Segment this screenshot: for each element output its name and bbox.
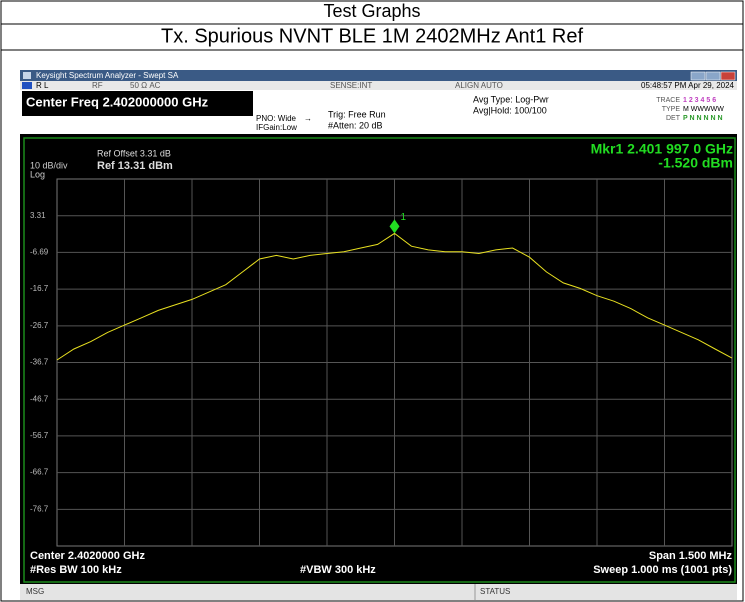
maximize-button[interactable] (705, 71, 721, 81)
message-bar (20, 584, 737, 600)
marker-diamond (389, 219, 400, 234)
footer-center: Center 2.4020000 GHz (30, 550, 145, 562)
type-label: TYPE (662, 106, 681, 113)
clock: 05:48:57 PM Apr 29, 2024 (641, 81, 735, 90)
ifgain: IFGain:Low (256, 123, 297, 132)
app-icon (23, 72, 31, 79)
det-value: P N N N N N (683, 115, 723, 122)
footer-rbw: #Res BW 100 kHz (30, 564, 122, 576)
trig: Trig: Free Run (328, 109, 386, 119)
scale-type: Log (30, 169, 45, 179)
y-tick-label: -66.7 (30, 468, 49, 477)
marker-label: 1 (401, 212, 407, 223)
trace-value: 1 2 3 4 5 6 (683, 97, 716, 104)
y-tick-label: -46.7 (30, 394, 49, 403)
avg-type: Avg Type: Log-Pwr (473, 94, 549, 104)
y-tick-label: -36.7 (30, 358, 49, 367)
y-tick-label: -16.7 (30, 284, 49, 293)
marker-frequency: Mkr1 2.401 997 0 GHz (591, 141, 733, 157)
impedance: 50 Ω AC (130, 81, 161, 90)
scale: 10 dB/div (30, 160, 68, 170)
msg: MSG (26, 587, 44, 596)
footer-span: Span 1.500 MHz (649, 550, 733, 562)
footer-sweep: Sweep 1.000 ms (1001 pts) (593, 564, 732, 576)
avg-hold: Avg|Hold: 100/100 (473, 105, 547, 115)
window-title: Keysight Spectrum Analyzer - Swept SA (36, 71, 179, 80)
y-tick-label: -76.7 (30, 504, 49, 513)
footer-vbw: #VBW 300 kHz (300, 564, 376, 576)
type-value: M WWWWW (683, 106, 724, 113)
y-tick-label: 3.31 (30, 211, 46, 220)
mode-icon (22, 82, 32, 89)
plot: 3.31 -6.69 -16.7 -26.7 -36.7 -46.7 -56.7 -66.7 -… (30, 178, 733, 547)
ref-level: Ref 13.31 dBm (97, 160, 173, 172)
y-tick-label: -56.7 (30, 431, 49, 440)
rf: RF (92, 81, 103, 90)
section-title: Test Graphs (323, 1, 420, 21)
ref-offset: Ref Offset 3.31 dB (97, 148, 171, 158)
minimize-button[interactable] (690, 71, 706, 81)
status-row (20, 81, 737, 90)
det-label: DET (666, 115, 681, 122)
trace-label: TRACE (656, 97, 680, 104)
y-tick-label: -6.69 (30, 248, 49, 257)
status: STATUS (480, 587, 510, 596)
y-tick-label: -26.7 (30, 321, 49, 330)
sense: SENSE:INT (330, 81, 372, 90)
screenshot (20, 70, 737, 600)
marker-amplitude: -1.520 dBm (658, 155, 733, 171)
display-border (23, 137, 736, 583)
arrow: → (304, 114, 312, 123)
center-freq-box (22, 91, 253, 116)
pno: PNO: Wide (256, 114, 297, 123)
page-title: Tx. Spurious NVNT BLE 1M 2402MHz Ant1 Re… (161, 25, 583, 47)
close-button[interactable] (720, 71, 736, 81)
center-freq: Center Freq 2.402000000 GHz (26, 94, 209, 109)
window-titlebar (20, 70, 737, 81)
mode: R L (36, 81, 49, 90)
atten: #Atten: 20 dB (328, 120, 383, 130)
align: ALIGN AUTO (455, 81, 503, 90)
